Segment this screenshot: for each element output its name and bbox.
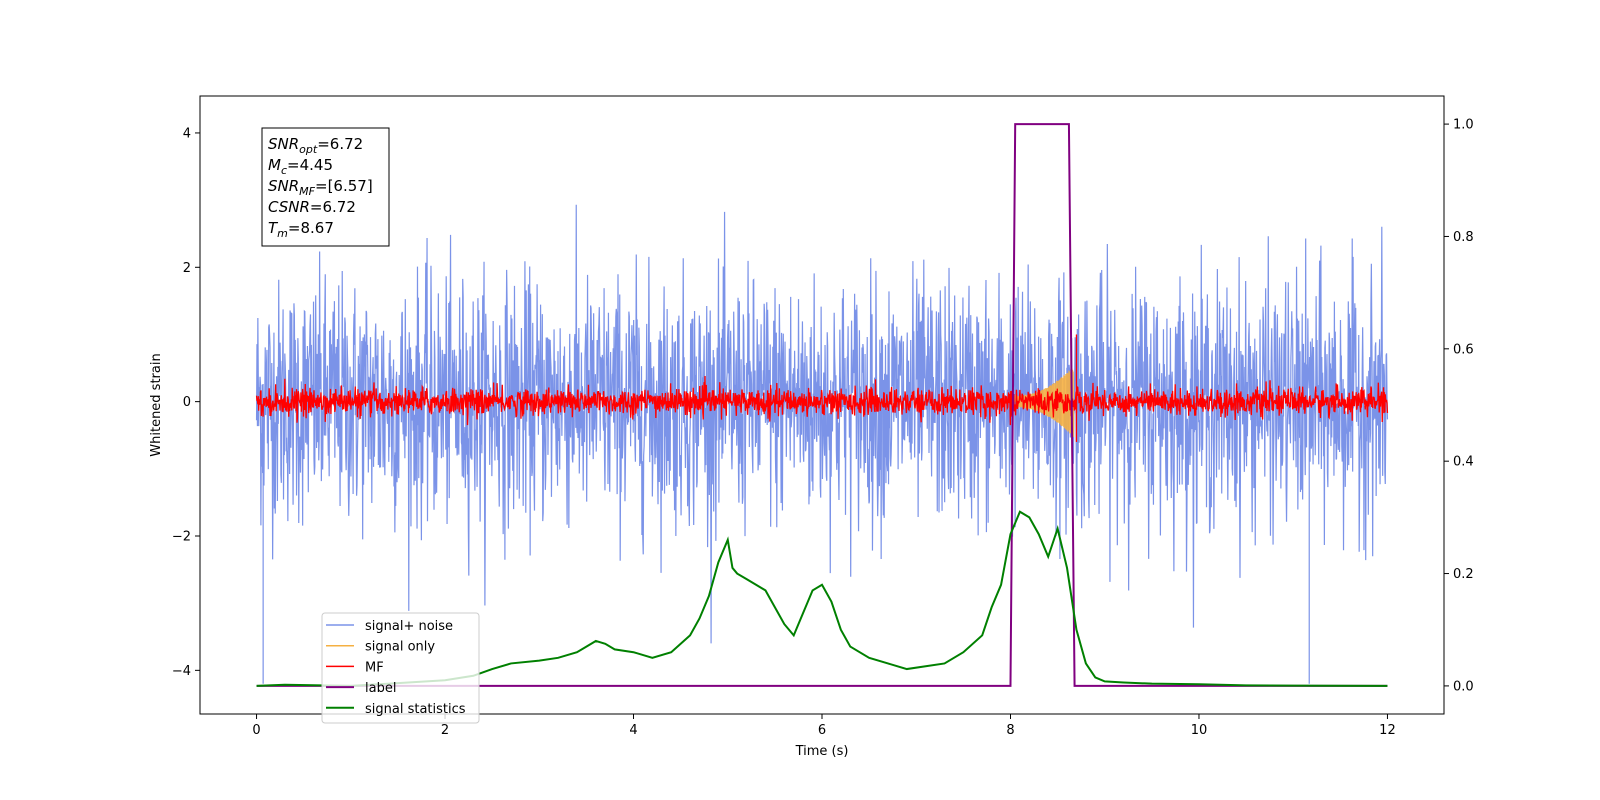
y-right-tick-label: 0.6	[1453, 342, 1474, 357]
x-tick-label: 8	[1006, 723, 1014, 738]
annotation-line: SNRMF=[6.57]	[268, 177, 373, 198]
legend-frame	[321, 612, 480, 724]
x-tick-label: 10	[1191, 723, 1208, 738]
x-axis-label: Time (s)	[795, 744, 849, 759]
y-tick-label: −2	[172, 529, 191, 544]
y-tick-label: 0	[183, 395, 191, 410]
y-tick-label: −4	[172, 664, 191, 679]
y-tick-label: 4	[183, 126, 191, 141]
y-tick-label: 2	[183, 261, 191, 276]
annotation-frame	[261, 127, 390, 247]
y-right-tick-label: 0.2	[1453, 567, 1474, 582]
series-signal-statistics-line	[256, 510, 1388, 687]
y-axis-label: Whitened strain	[149, 353, 164, 456]
annotation-line: CSNR=6.72	[268, 198, 356, 216]
annotation-line: Tm=8.67	[268, 219, 334, 240]
y-right-tick-label: 0.0	[1453, 679, 1474, 694]
annotation-line: Mc=4.45	[268, 156, 333, 177]
ticks-layer: 0 2 4 6 8 10 12 −4 −2 0 2 4 0.0 0.2 0.4 0.6 0.8 1.0	[172, 118, 1474, 738]
x-tick-label: 0	[252, 723, 260, 738]
legend: signal+ noise signal only MF label signal st…	[321, 612, 480, 724]
x-tick-label: 6	[818, 723, 826, 738]
series-label-line	[256, 123, 1388, 687]
y-right-tick-label: 0.4	[1453, 455, 1474, 470]
legend-label: signal only	[365, 640, 435, 655]
y-right-tick-label: 0.8	[1453, 230, 1474, 245]
x-tick-label: 12	[1379, 723, 1396, 738]
legend-label: MF	[365, 660, 384, 675]
x-tick-label: 2	[441, 723, 449, 738]
series-mf-line	[255, 375, 1389, 426]
x-tick-label: 4	[629, 723, 637, 738]
legend-label: label	[365, 681, 396, 696]
annotation-line: SNRopt=6.72	[268, 135, 363, 156]
series-layer	[255, 123, 1389, 687]
legend-label: signal statistics	[365, 702, 466, 717]
legend-label: signal+ noise	[365, 619, 453, 634]
y-right-tick-label: 1.0	[1453, 118, 1474, 133]
